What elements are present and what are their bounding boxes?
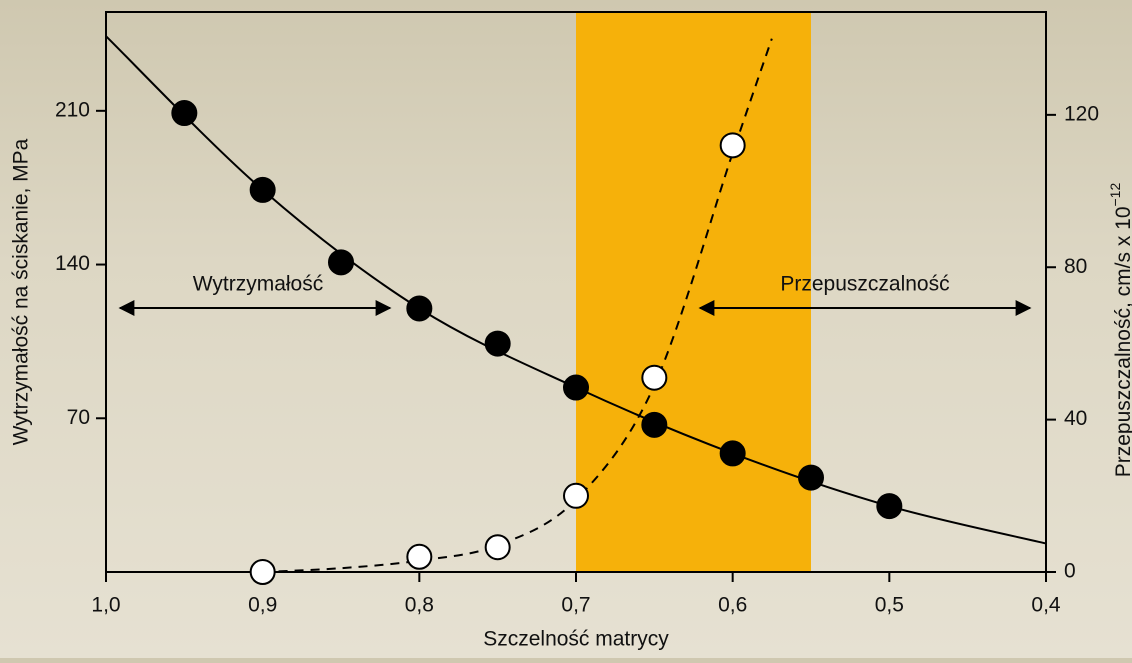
y2-label-text: Przepuszczalność, cm/s x 10 bbox=[1112, 206, 1132, 477]
highlight-band bbox=[576, 12, 811, 572]
data-point bbox=[172, 101, 196, 125]
data-point bbox=[642, 366, 666, 390]
x-tick-label: 0,9 bbox=[248, 594, 277, 617]
y2-axis-label: Przepuszczalność, cm/s x 10−12 bbox=[1107, 183, 1132, 478]
data-point bbox=[486, 332, 510, 356]
data-point bbox=[721, 441, 745, 465]
y-axis-label: Wytrzymałość na ściskanie, MPa bbox=[10, 138, 33, 445]
data-point bbox=[251, 560, 275, 584]
annotation: Wytrzymałość bbox=[193, 273, 323, 296]
x-tick-label: 0,5 bbox=[875, 594, 904, 617]
y-tick-label: 70 bbox=[67, 406, 90, 429]
y2-tick-label: 40 bbox=[1064, 407, 1087, 430]
x-tick-label: 1,0 bbox=[91, 594, 120, 617]
data-point bbox=[564, 376, 588, 400]
data-point bbox=[564, 484, 588, 508]
data-point bbox=[721, 133, 745, 157]
annotation: Przepuszczalność bbox=[780, 273, 949, 296]
y2-tick-label: 0 bbox=[1064, 560, 1076, 583]
x-tick-label: 0,6 bbox=[718, 594, 747, 617]
data-point bbox=[407, 296, 431, 320]
data-point bbox=[329, 250, 353, 274]
y-tick-label: 140 bbox=[55, 252, 90, 275]
chart: Wytrzymałość Przepuszczalność Szczelność… bbox=[0, 0, 1132, 658]
y2-tick-label: 120 bbox=[1064, 102, 1099, 125]
data-point bbox=[251, 178, 275, 202]
x-tick-label: 0,8 bbox=[405, 594, 434, 617]
data-point bbox=[642, 413, 666, 437]
data-point bbox=[407, 545, 431, 569]
y2-label-exponent: −12 bbox=[1107, 183, 1123, 207]
data-point bbox=[486, 535, 510, 559]
x-tick-label: 0,7 bbox=[561, 594, 590, 617]
data-point bbox=[799, 466, 823, 490]
x-axis-label: Szczelność matrycy bbox=[483, 628, 669, 651]
y-tick-label: 210 bbox=[55, 98, 90, 121]
data-point bbox=[877, 494, 901, 518]
y2-tick-label: 80 bbox=[1064, 255, 1087, 278]
x-tick-label: 0,4 bbox=[1031, 594, 1061, 617]
